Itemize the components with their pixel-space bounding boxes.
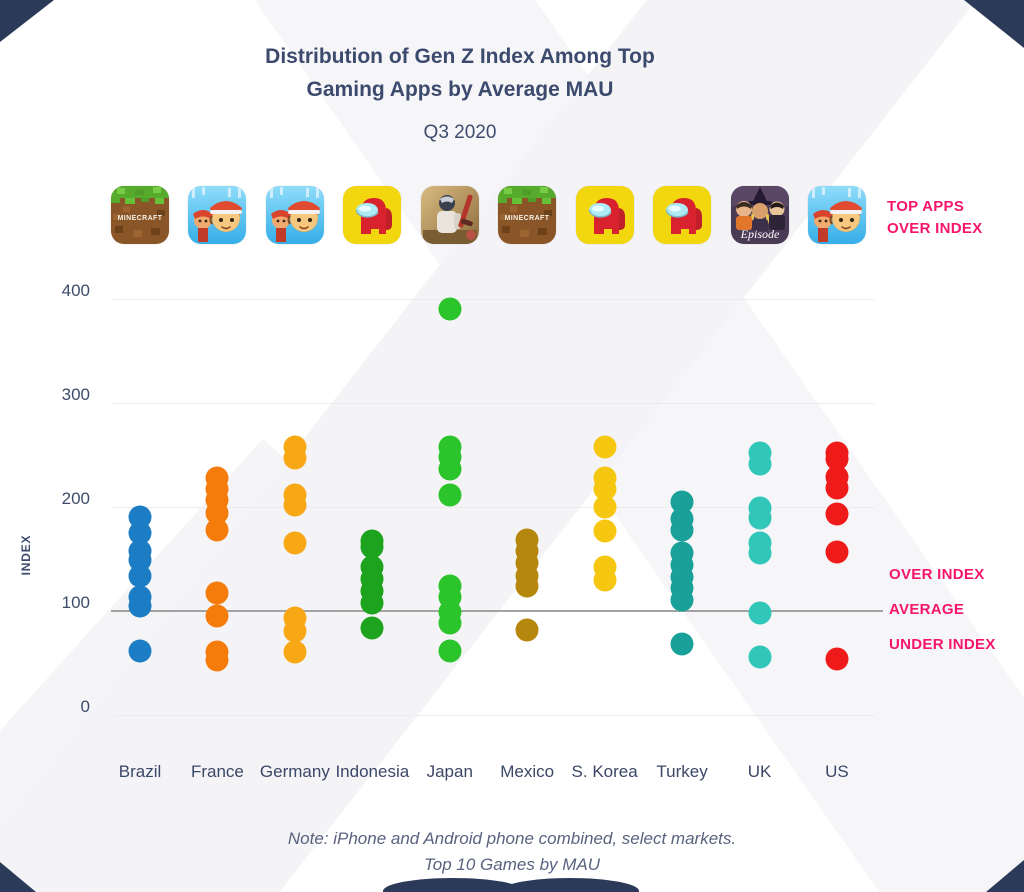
data-point-turkey xyxy=(670,588,694,612)
top-apps-label-line1: TOP APPS xyxy=(887,198,965,215)
data-point-skorea xyxy=(593,519,617,543)
data-point-brazil xyxy=(128,564,152,588)
svg-text:MINECRAFT: MINECRAFT xyxy=(505,215,550,222)
data-point-skorea xyxy=(593,477,617,501)
data-point-brazil xyxy=(128,594,152,618)
data-point-turkey xyxy=(670,490,694,514)
data-point-france xyxy=(205,581,229,605)
data-point-uk xyxy=(748,541,772,565)
data-point-japan xyxy=(438,483,462,507)
data-point-germany xyxy=(283,446,307,470)
data-point-uk xyxy=(748,645,772,669)
over-index-annotation: OVER INDEX xyxy=(889,566,985,583)
gridline-y0 xyxy=(113,715,875,716)
y-tick-label: 100 xyxy=(61,593,90,612)
gridline-y400 xyxy=(113,299,875,300)
x-axis-label-germany: Germany xyxy=(259,762,330,781)
minecraft-app-icon: MINECRAFT xyxy=(111,186,169,244)
data-point-turkey xyxy=(670,518,694,542)
data-point-france xyxy=(205,518,229,542)
gridline-y200 xyxy=(113,507,875,508)
gridline-y300 xyxy=(113,403,875,404)
data-point-us xyxy=(825,540,849,564)
subway-surfers-app-icon xyxy=(188,186,247,244)
data-point-mexico xyxy=(515,618,539,642)
data-point-france xyxy=(205,648,229,672)
data-point-japan xyxy=(438,297,462,321)
data-point-brazil xyxy=(128,639,152,663)
data-point-mexico xyxy=(515,574,539,598)
data-point-france xyxy=(205,604,229,628)
y-tick-label: 400 xyxy=(61,281,90,300)
under-index-annotation: UNDER INDEX xyxy=(889,636,996,653)
data-point-uk xyxy=(748,452,772,476)
data-point-us xyxy=(825,447,849,471)
top-apps-over-index-label: TOP APPS OVER INDEX xyxy=(887,196,983,240)
data-point-brazil xyxy=(128,521,152,545)
chart-title-line2: Gaming Apps by Average MAU xyxy=(306,78,614,101)
x-axis-label-us: US xyxy=(825,762,849,781)
data-point-germany xyxy=(283,493,307,517)
among-us-app-icon xyxy=(343,186,402,244)
svg-text:MINECRAFT: MINECRAFT xyxy=(118,215,163,222)
data-point-skorea xyxy=(593,495,617,519)
y-axis-title: INDEX xyxy=(19,534,33,576)
data-point-japan xyxy=(438,457,462,481)
x-axis-label-indonesia: Indonesia xyxy=(335,762,410,781)
x-axis-label-skorea: S. Korea xyxy=(571,762,638,781)
data-point-japan xyxy=(438,611,462,635)
data-point-uk xyxy=(748,506,772,530)
data-point-germany xyxy=(283,531,307,555)
among-us-app-icon xyxy=(653,186,712,244)
shooter-app-icon xyxy=(420,186,479,244)
among-us-app-icon xyxy=(575,186,634,244)
svg-text:Episode: Episode xyxy=(739,227,779,241)
minecraft-app-icon: MINECRAFT xyxy=(498,186,557,244)
x-axis-label-france: France xyxy=(190,762,244,781)
footnote-line1: Note: iPhone and Android phone combined,… xyxy=(287,829,737,848)
average-annotation: AVERAGE xyxy=(889,601,965,618)
subway-surfers-app-icon xyxy=(265,186,324,244)
data-point-skorea xyxy=(593,568,617,592)
wave-hump xyxy=(383,878,523,892)
data-point-germany xyxy=(283,640,307,664)
wave-hump xyxy=(501,878,639,892)
y-tick-label: 200 xyxy=(61,489,90,508)
footnote-line2: Top 10 Games by MAU xyxy=(423,855,601,874)
y-tick-label: 300 xyxy=(61,385,90,404)
x-axis-label-mexico: Mexico xyxy=(500,762,555,781)
chart-title-line1: Distribution of Gen Z Index Among Top xyxy=(265,45,655,68)
data-point-germany xyxy=(283,619,307,643)
data-point-us xyxy=(825,476,849,500)
episode-app-icon: Episode xyxy=(730,186,789,244)
chart-subtitle: Q3 2020 xyxy=(423,122,497,143)
y-tick-label: 0 xyxy=(80,697,90,716)
data-point-us xyxy=(825,502,849,526)
subway-surfers-app-icon xyxy=(807,186,866,244)
data-point-indonesia xyxy=(360,616,384,640)
data-point-uk xyxy=(748,601,772,625)
data-point-japan xyxy=(438,639,462,663)
data-point-indonesia xyxy=(360,535,384,559)
x-axis-label-brazil: Brazil xyxy=(118,762,162,781)
data-point-skorea xyxy=(593,435,617,459)
x-axis-label-japan: Japan xyxy=(426,762,473,781)
data-point-turkey xyxy=(670,632,694,656)
data-point-indonesia xyxy=(360,591,384,615)
data-point-us xyxy=(825,647,849,671)
bottom-wave-decoration xyxy=(383,878,639,892)
average-index-line xyxy=(111,610,883,612)
x-axis-label-turkey: Turkey xyxy=(656,762,708,781)
x-axis-label-uk: UK xyxy=(747,762,772,781)
top-apps-icon-row: MINECRAFT xyxy=(0,186,1024,246)
top-apps-label-line2: OVER INDEX xyxy=(887,220,983,237)
